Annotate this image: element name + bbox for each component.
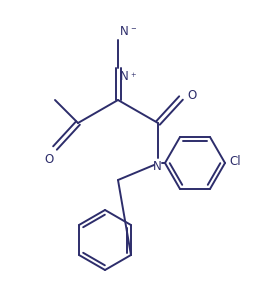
Text: N: N xyxy=(120,70,129,83)
Text: N: N xyxy=(120,25,129,38)
Text: N: N xyxy=(153,160,161,173)
Text: O: O xyxy=(44,153,54,166)
Text: Cl: Cl xyxy=(229,155,241,168)
Text: O: O xyxy=(187,88,196,101)
Text: $^{+}$: $^{+}$ xyxy=(130,72,137,82)
Text: $^{-}$: $^{-}$ xyxy=(130,26,137,36)
